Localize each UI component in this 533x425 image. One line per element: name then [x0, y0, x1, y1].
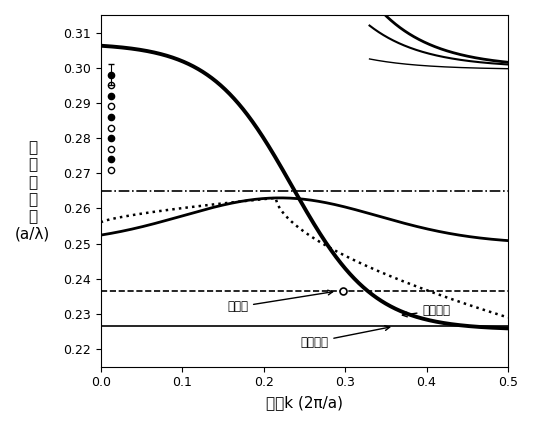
- X-axis label: 波矢k (2π/a): 波矢k (2π/a): [266, 395, 343, 410]
- Y-axis label: 归
一
化
频
率
(a/λ): 归 一 化 频 率 (a/λ): [15, 140, 50, 242]
- Text: 奇超级模: 奇超级模: [300, 326, 390, 348]
- Text: 偶超级模: 偶超级模: [402, 304, 450, 317]
- Text: 退耦点: 退耦点: [227, 290, 333, 313]
